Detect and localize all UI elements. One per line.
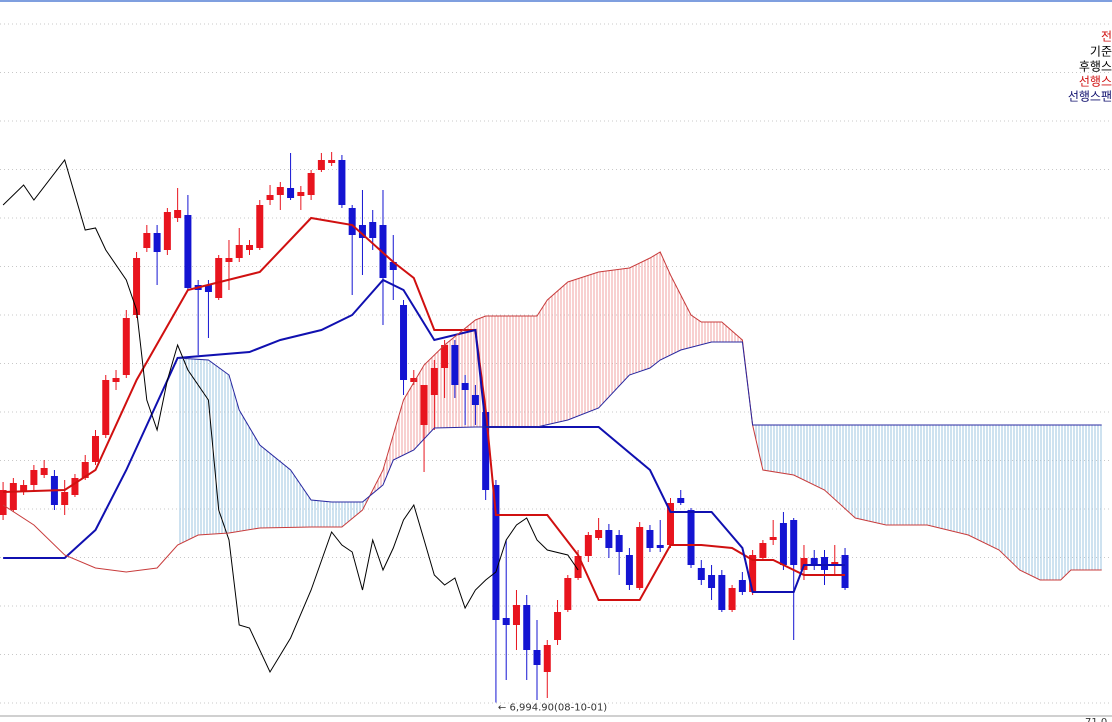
candle-body bbox=[461, 383, 469, 390]
candle-body bbox=[61, 492, 69, 505]
candle-body bbox=[348, 208, 356, 235]
candle-body bbox=[102, 380, 110, 435]
candle-body bbox=[512, 605, 520, 625]
candle-body bbox=[759, 543, 767, 558]
candle-body bbox=[276, 187, 284, 195]
legend-entry: 선행스팬 bbox=[1068, 89, 1112, 104]
candle-body bbox=[143, 233, 151, 248]
candle-body bbox=[266, 195, 274, 200]
legend-entry: 기준 bbox=[1090, 45, 1112, 59]
candle-body bbox=[369, 222, 377, 238]
candle-body bbox=[400, 305, 408, 380]
candle-body bbox=[71, 478, 79, 495]
candle-body bbox=[225, 258, 233, 262]
candle-body bbox=[215, 258, 223, 298]
line-senkou-b bbox=[177, 341, 1102, 503]
legend-entry: 전 bbox=[1101, 30, 1112, 44]
candle-body bbox=[174, 210, 182, 218]
candle-body bbox=[91, 436, 99, 462]
candle-body bbox=[564, 578, 572, 610]
candle-body bbox=[358, 225, 366, 238]
candle-body bbox=[677, 498, 685, 503]
candle-body bbox=[133, 258, 141, 315]
candle-body bbox=[389, 262, 397, 270]
candle-body bbox=[646, 530, 654, 548]
candle-body bbox=[204, 285, 212, 292]
candle-body bbox=[410, 378, 418, 382]
candle-body bbox=[451, 345, 459, 385]
candle-body bbox=[656, 545, 664, 548]
candle-body bbox=[471, 395, 479, 405]
candle-body bbox=[636, 527, 644, 588]
candle-body bbox=[687, 510, 695, 565]
candle-body bbox=[287, 188, 295, 198]
candle-body bbox=[184, 215, 192, 288]
candle-body bbox=[163, 212, 171, 250]
candle-body bbox=[779, 523, 787, 565]
candle-body bbox=[810, 558, 818, 565]
candle-body bbox=[482, 412, 490, 490]
candle-body bbox=[769, 537, 777, 540]
legend-entry: 선행스 bbox=[1079, 74, 1112, 89]
candle-body bbox=[338, 160, 346, 205]
candle-body bbox=[20, 485, 28, 492]
candle-body bbox=[605, 530, 613, 548]
candle-body bbox=[0, 490, 7, 515]
candle-body bbox=[595, 530, 603, 538]
candle-body bbox=[317, 160, 325, 170]
candle-body bbox=[492, 485, 500, 620]
candle-body bbox=[841, 555, 849, 588]
candle-body bbox=[666, 503, 674, 545]
candle-body bbox=[9, 483, 17, 510]
candle-body bbox=[749, 555, 757, 592]
candle-body bbox=[708, 575, 716, 588]
candle-body bbox=[297, 192, 305, 196]
candle-body bbox=[738, 580, 746, 592]
candle-body bbox=[574, 556, 582, 578]
candle-body bbox=[430, 368, 438, 395]
candle-body bbox=[307, 173, 315, 195]
candle-body bbox=[122, 318, 130, 375]
bottom-label: 71.0 bbox=[1085, 717, 1107, 722]
candle-body bbox=[81, 462, 89, 478]
candle-body bbox=[502, 618, 510, 625]
line-kijun bbox=[3, 278, 845, 593]
candle-body bbox=[153, 233, 161, 252]
candle-body bbox=[625, 555, 633, 585]
candle-body bbox=[554, 612, 562, 640]
candle-body bbox=[328, 160, 336, 163]
candle-body bbox=[718, 575, 726, 610]
candle-body bbox=[728, 588, 736, 610]
candle-body bbox=[697, 568, 705, 580]
candle-body bbox=[246, 245, 254, 250]
candle-body bbox=[40, 468, 48, 475]
line-tenkan bbox=[3, 216, 845, 601]
candle-body bbox=[615, 535, 623, 552]
low-annotation: ← 6,994.90(08-10-01) bbox=[498, 703, 607, 714]
legend-entry: 후행스 bbox=[1079, 59, 1112, 74]
candle-body bbox=[30, 470, 38, 485]
candle-body bbox=[112, 378, 120, 382]
candle-body bbox=[831, 562, 839, 565]
candle-body bbox=[584, 535, 592, 556]
candle-body bbox=[235, 245, 243, 258]
candle-body bbox=[441, 345, 449, 368]
candle-body bbox=[821, 557, 829, 570]
line-chikou bbox=[2, 158, 579, 674]
candle-body bbox=[523, 605, 531, 650]
candle-body bbox=[256, 205, 264, 248]
line-senkou-a bbox=[2, 251, 1102, 581]
candle-body bbox=[543, 645, 551, 672]
candle-body bbox=[790, 520, 798, 565]
candle-body bbox=[533, 650, 541, 665]
candle-body bbox=[420, 385, 428, 425]
